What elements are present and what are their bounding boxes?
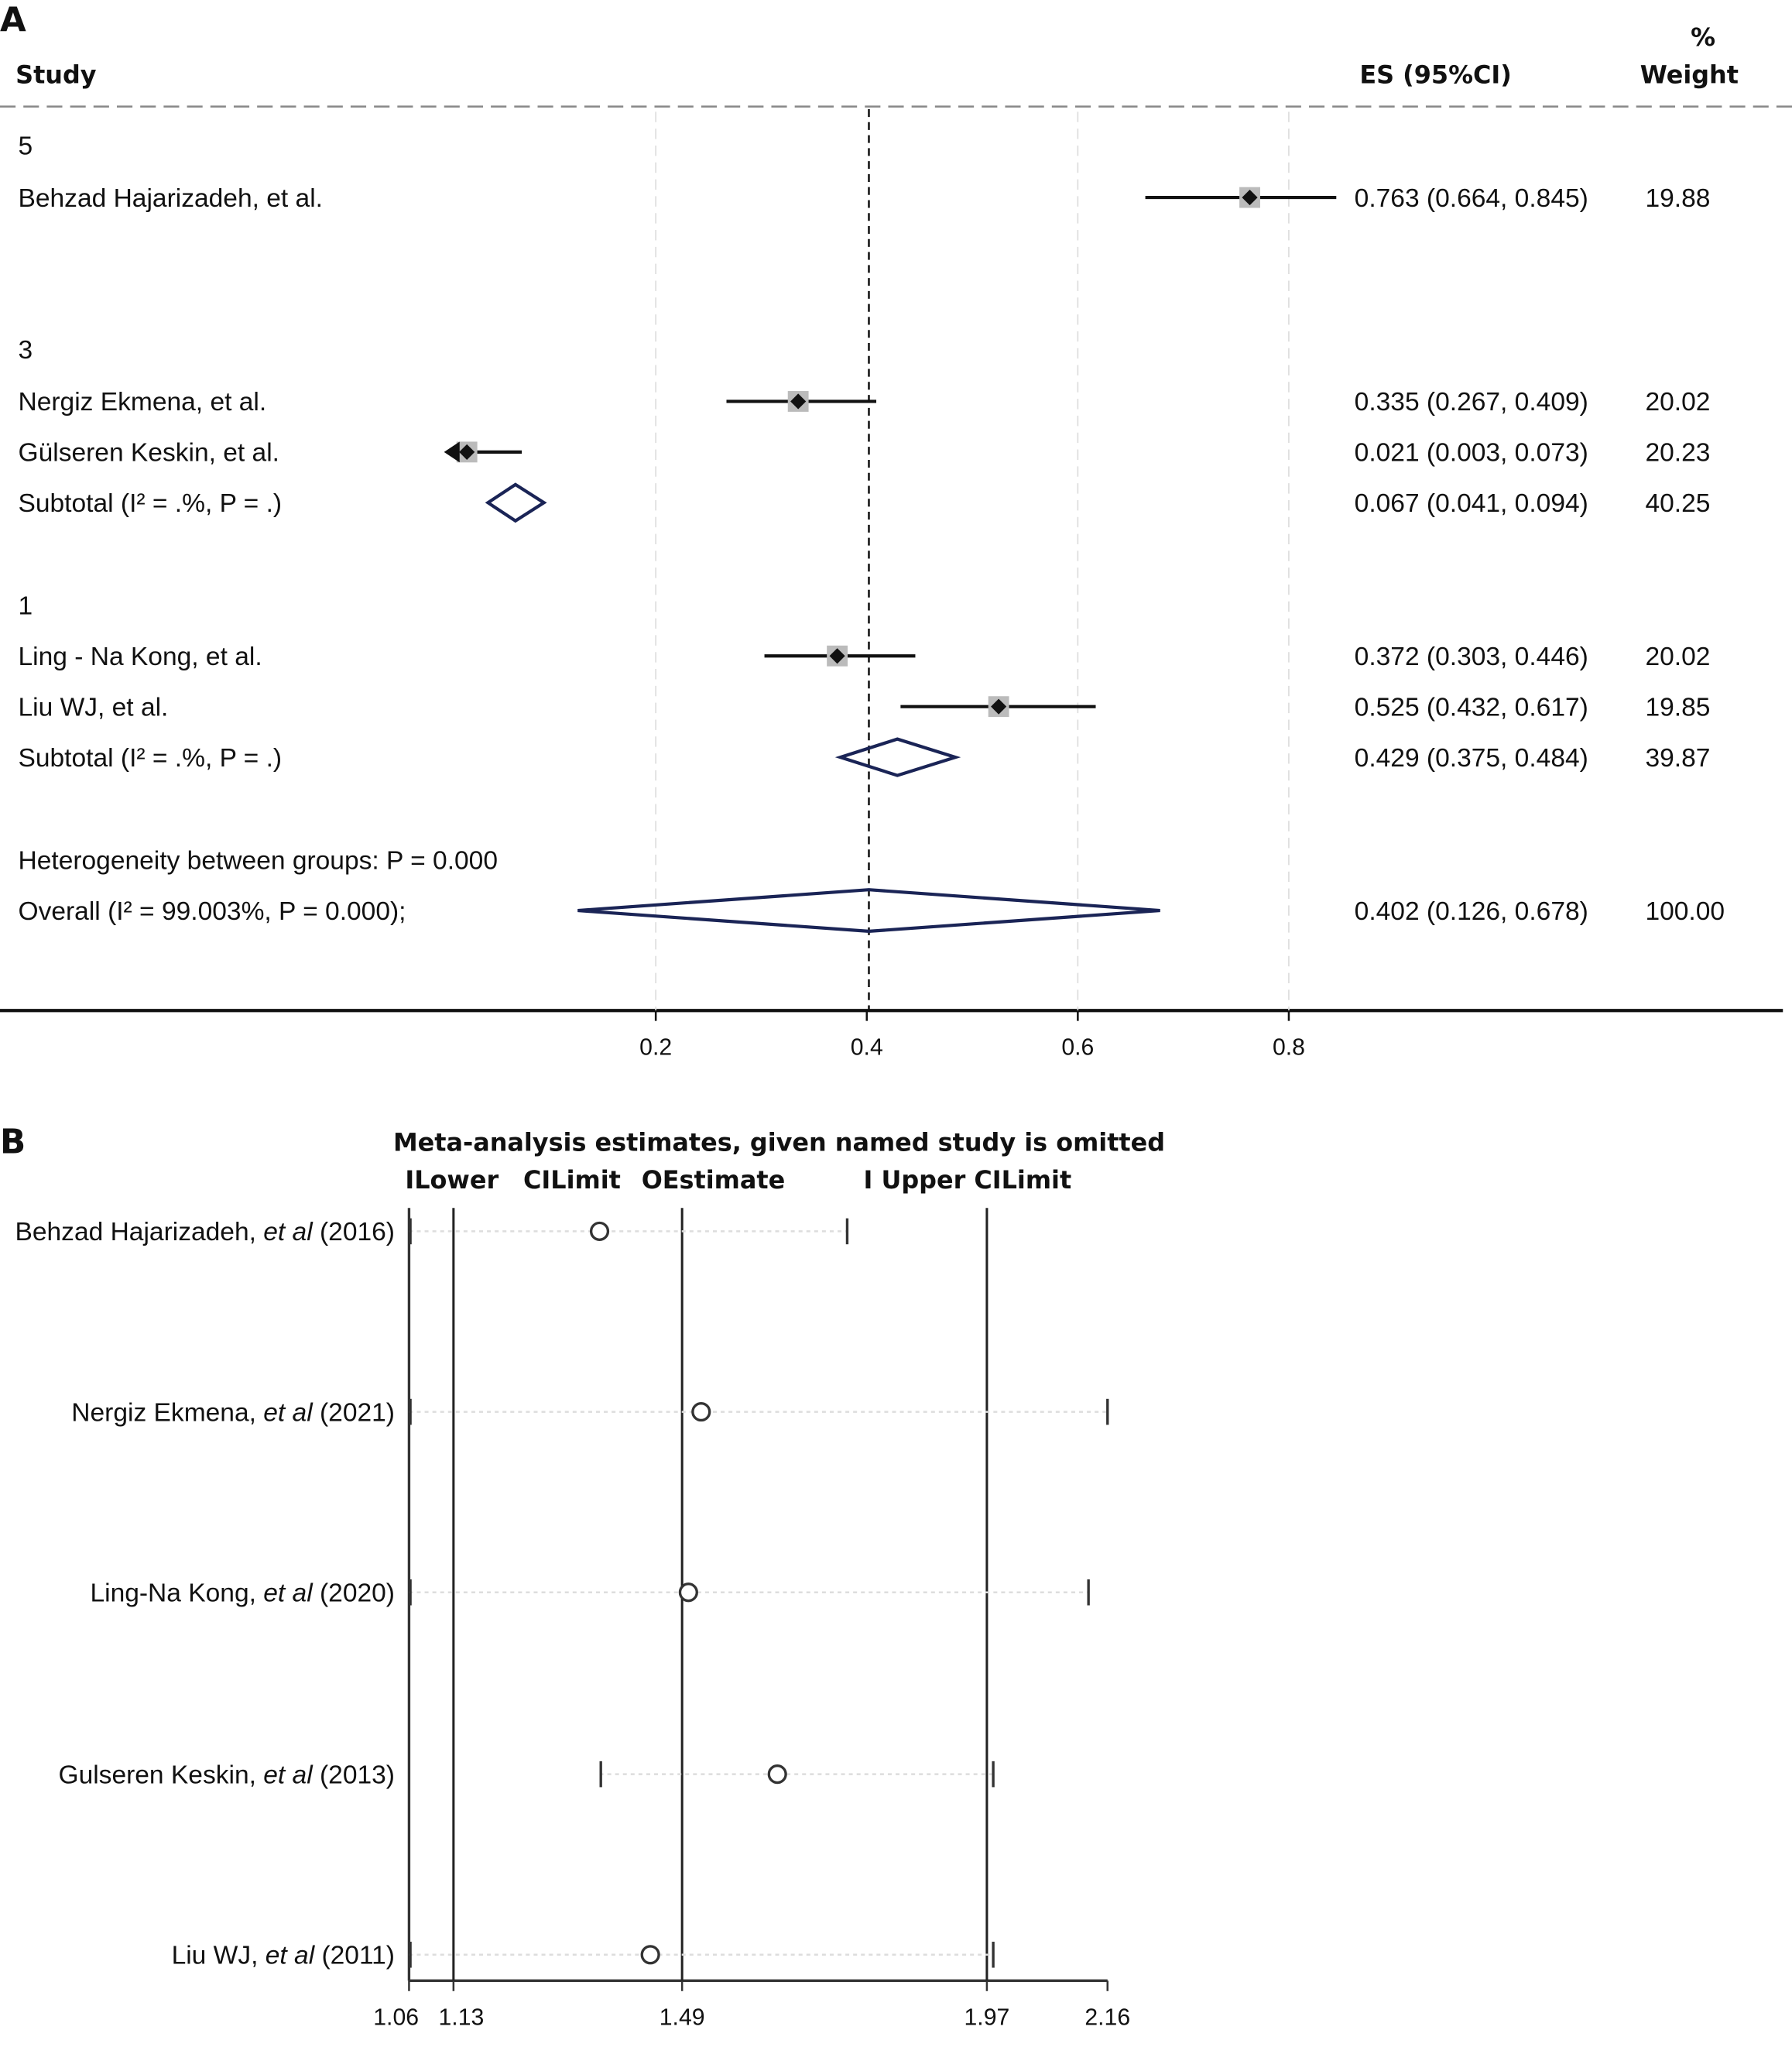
weight-value: 20.02	[1645, 388, 1710, 417]
study-label: Nergiz Ekmena, et al (2021)	[71, 1398, 395, 1427]
weight-value: 40.25	[1645, 489, 1710, 518]
study-etal: et al	[263, 1761, 314, 1789]
es-value: 0.763 (0.664, 0.845)	[1355, 184, 1588, 213]
es-value: 0.525 (0.432, 0.617)	[1355, 693, 1588, 722]
group-label: 1	[18, 592, 33, 621]
study-year: (2021)	[313, 1398, 395, 1427]
forest-plot-panel: A Study ES (95%CI) % Weight 0.2 0.4 0.6 0.8…	[0, 1, 1792, 1060]
row-label: Subtotal (I² = .%, P = .)	[18, 489, 282, 518]
header-es: ES (95%CI)	[1359, 60, 1511, 89]
study-label: Gulseren Keskin, et al (2013)	[58, 1761, 395, 1789]
es-value: 0.372 (0.303, 0.446)	[1355, 643, 1588, 671]
study-name: Ling-Na Kong,	[90, 1579, 263, 1608]
legend-cilimit: CILimit	[523, 1165, 621, 1195]
es-value: 0.335 (0.267, 0.409)	[1355, 388, 1588, 417]
x-tick-label: 1.97	[965, 2004, 1010, 2030]
pooled-diamond	[577, 888, 1160, 933]
weight-value: 39.87	[1645, 744, 1710, 773]
estimate-marker	[691, 1402, 711, 1422]
estimate-marker	[589, 1221, 610, 1241]
study-year: (2016)	[313, 1218, 395, 1246]
header-study: Study	[15, 60, 97, 89]
x-tick-label: 0.6	[1061, 1034, 1094, 1060]
x-tick-label: 0.8	[1273, 1034, 1305, 1060]
weight-value: 19.85	[1645, 693, 1710, 722]
x-tick-label: 1.06	[373, 2004, 419, 2030]
estimate-marker	[767, 1764, 787, 1785]
weight-value: 19.88	[1645, 184, 1710, 213]
weight-value: 20.23	[1645, 439, 1710, 468]
study-year: (2020)	[313, 1579, 395, 1608]
x-tick-label: 0.2	[639, 1034, 672, 1060]
panel-label-b: B	[0, 1123, 26, 1162]
study-etal: et al	[263, 1398, 314, 1427]
study-etal: et al	[266, 1942, 316, 1970]
study-year: (2013)	[313, 1761, 395, 1789]
es-value: 0.402 (0.126, 0.678)	[1355, 897, 1588, 926]
study-name: Behzad Hajarizadeh,	[15, 1218, 263, 1246]
row-label: Overall (I² = 99.003%, P = 0.000);	[18, 897, 406, 926]
legend-lower: ILower	[405, 1165, 499, 1195]
panel-label-a: A	[0, 1, 26, 39]
weight-value: 20.02	[1645, 643, 1710, 671]
study-name: Liu WJ,	[172, 1942, 266, 1970]
sensitivity-plot-panel: B Meta-analysis estimates, given named s…	[0, 1123, 1165, 2031]
study-label: Behzad Hajarizadeh, et al (2016)	[15, 1218, 394, 1246]
row-label: Nergiz Ekmena, et al.	[18, 388, 266, 417]
es-value: 0.067 (0.041, 0.094)	[1355, 489, 1588, 518]
legend-upper: I Upper CILimit	[864, 1165, 1072, 1195]
estimate-marker	[678, 1582, 698, 1603]
study-label: Liu WJ, et al (2011)	[172, 1942, 395, 1970]
weight-value: 100.00	[1645, 897, 1725, 926]
study-name: Nergiz Ekmena,	[71, 1398, 263, 1427]
row-label: Heterogeneity between groups: P = 0.000	[18, 846, 498, 875]
es-value: 0.021 (0.003, 0.073)	[1355, 439, 1588, 468]
chart-title: Meta-analysis estimates, given named stu…	[393, 1127, 1165, 1157]
row-label: Ling - Na Kong, et al.	[18, 643, 262, 671]
x-tick-label: 2.16	[1084, 2004, 1130, 2030]
group-label: 3	[18, 336, 33, 365]
row-label: Subtotal (I² = .%, P = .)	[18, 744, 282, 773]
row-label: Behzad Hajarizadeh, et al.	[18, 184, 323, 213]
estimate-marker	[640, 1945, 660, 1965]
study-etal: et al	[263, 1218, 314, 1246]
pooled-diamond	[485, 482, 547, 523]
x-tick-label: 0.4	[851, 1034, 883, 1060]
es-value: 0.429 (0.375, 0.484)	[1355, 744, 1588, 773]
row-label: Gülseren Keskin, et al.	[18, 439, 279, 468]
header-weight: Weight	[1640, 60, 1739, 89]
point-estimate	[1242, 190, 1258, 206]
x-tick-label: 1.49	[660, 2004, 705, 2030]
group-label: 5	[18, 132, 33, 161]
ci-arrow	[444, 441, 460, 463]
legend-estimate: OEstimate	[642, 1165, 786, 1195]
pooled-diamond	[834, 737, 961, 777]
header-weight-percent: %	[1691, 22, 1715, 52]
study-label: Ling-Na Kong, et al (2020)	[90, 1579, 395, 1608]
study-year: (2011)	[314, 1942, 395, 1970]
study-name: Gulseren Keskin,	[58, 1761, 263, 1789]
x-tick-label: 1.13	[439, 2004, 485, 2030]
row-label: Liu WJ, et al.	[18, 693, 168, 722]
study-etal: et al	[263, 1579, 314, 1608]
